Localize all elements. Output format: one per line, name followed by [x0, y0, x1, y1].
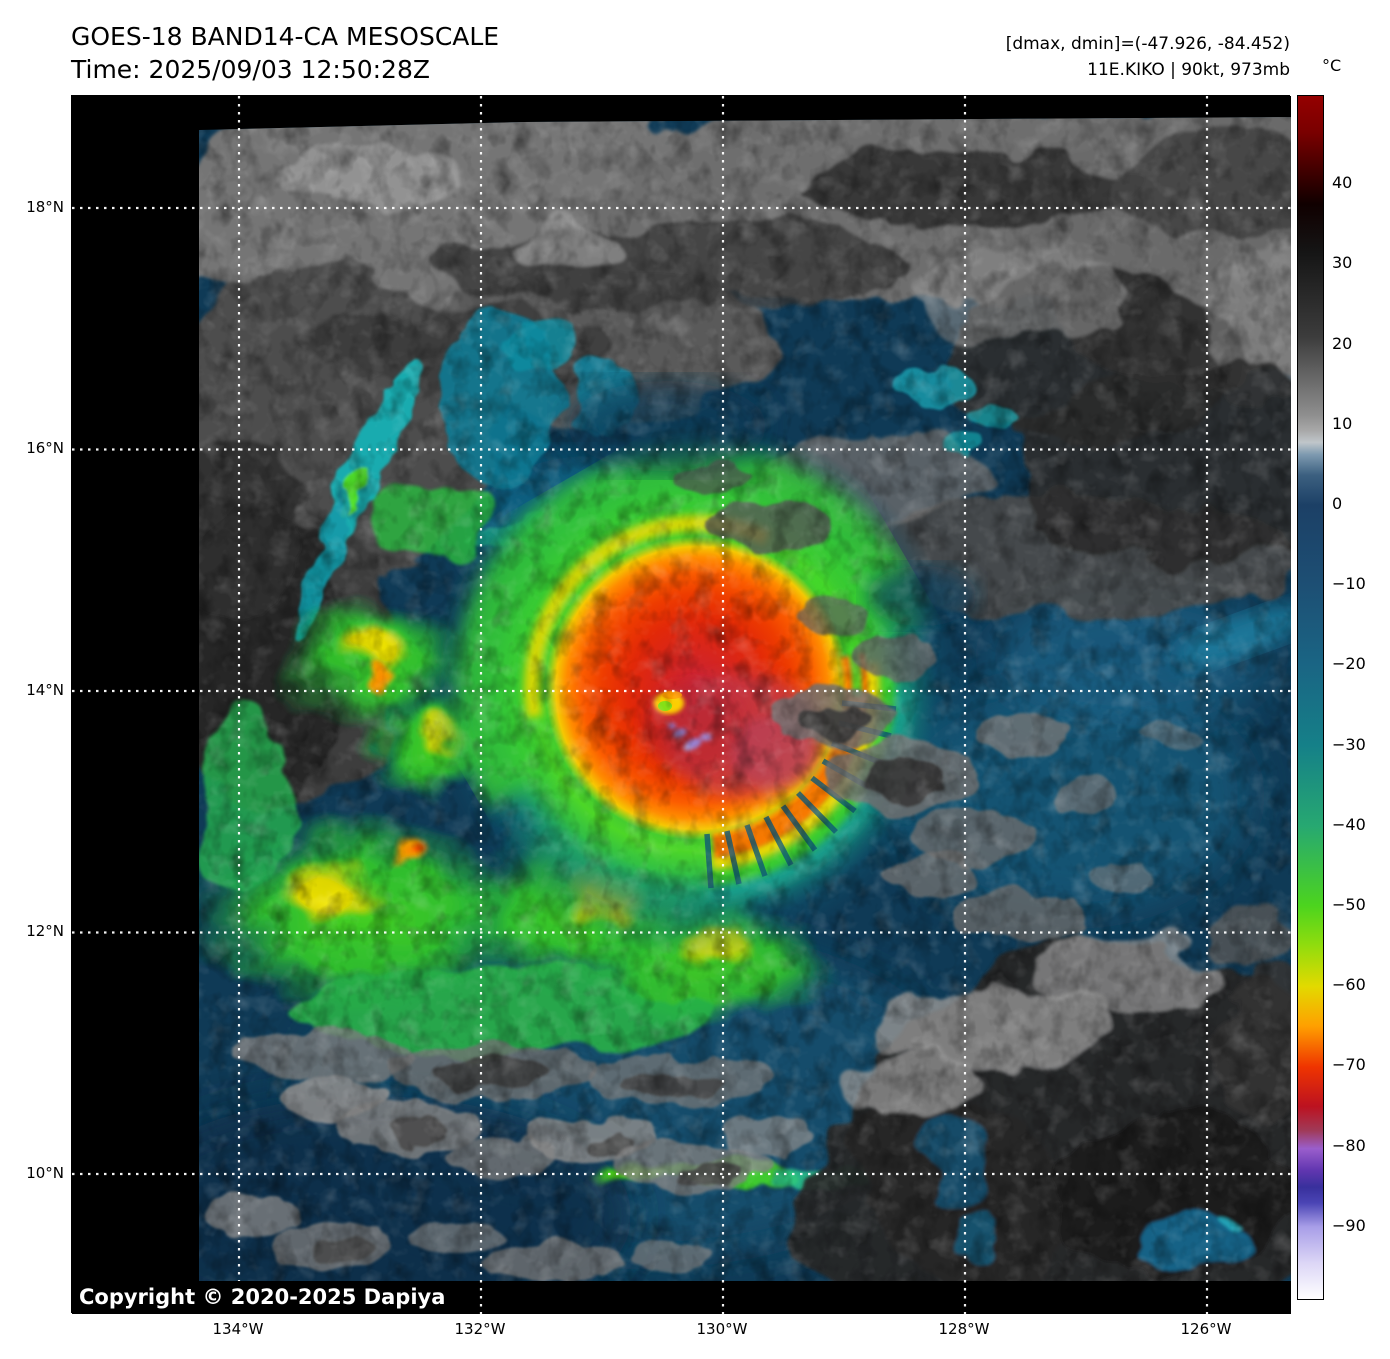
satellite-image: Copyright © 2020-2025 Dapiya [71, 95, 1291, 1314]
colorbar-tick-m60: −60 [1332, 975, 1366, 994]
colorbar-tick-20: 20 [1332, 334, 1353, 353]
dmax-dmin-readout: [dmax, dmin]=(-47.926, -84.452) [1005, 34, 1290, 54]
product-time: Time: 2025/09/03 12:50:28Z [71, 55, 430, 84]
lat-label-14n: 14°N [26, 681, 64, 699]
colorbar-tick-m20: −20 [1332, 654, 1366, 673]
lon-label-128w: 128°W [938, 1320, 990, 1338]
info-block: [dmax, dmin]=(-47.926, -84.452) 11E.KIKO… [1006, 31, 1290, 83]
colorbar-tick-m10: −10 [1332, 574, 1366, 593]
lon-label-132w: 132°W [454, 1320, 506, 1338]
title-block: GOES-18 BAND14-CA MESOSCALE Time: 2025/0… [71, 20, 499, 86]
storm-info: 11E.KIKO | 90kt, 973mb [1087, 60, 1290, 80]
lat-label-16n: 16°N [26, 439, 64, 457]
colorbar-tick-m40: −40 [1332, 815, 1366, 834]
colorbar-tick-m80: −80 [1332, 1136, 1366, 1155]
colorbar-tick-30: 30 [1332, 253, 1353, 272]
product-title: GOES-18 BAND14-CA MESOSCALE [71, 22, 500, 51]
colorbar-tick-m90: −90 [1332, 1216, 1366, 1235]
colorbar-tick-0: 0 [1332, 494, 1343, 513]
colorbar-unit-label: °C [1322, 56, 1342, 75]
satellite-scene [72, 96, 1291, 1314]
colorbar-tick-10: 10 [1332, 414, 1353, 433]
colorbar-tick-40: 40 [1332, 173, 1353, 192]
data-region [199, 117, 1291, 1314]
lon-label-130w: 130°W [696, 1320, 748, 1338]
copyright-watermark: Copyright © 2020-2025 Dapiya [72, 1281, 456, 1314]
lat-label-10n: 10°N [26, 1164, 64, 1182]
graticule-grid [72, 96, 1291, 1314]
lon-label-134w: 134°W [212, 1320, 264, 1338]
lon-label-126w: 126°W [1180, 1320, 1232, 1338]
colorbar-tick-m50: −50 [1332, 895, 1366, 914]
temperature-colorbar [1297, 95, 1324, 1300]
lat-label-18n: 18°N [26, 198, 64, 216]
lat-label-12n: 12°N [26, 922, 64, 940]
colorbar-tick-m70: −70 [1332, 1055, 1366, 1074]
colorbar-tick-m30: −30 [1332, 735, 1366, 754]
